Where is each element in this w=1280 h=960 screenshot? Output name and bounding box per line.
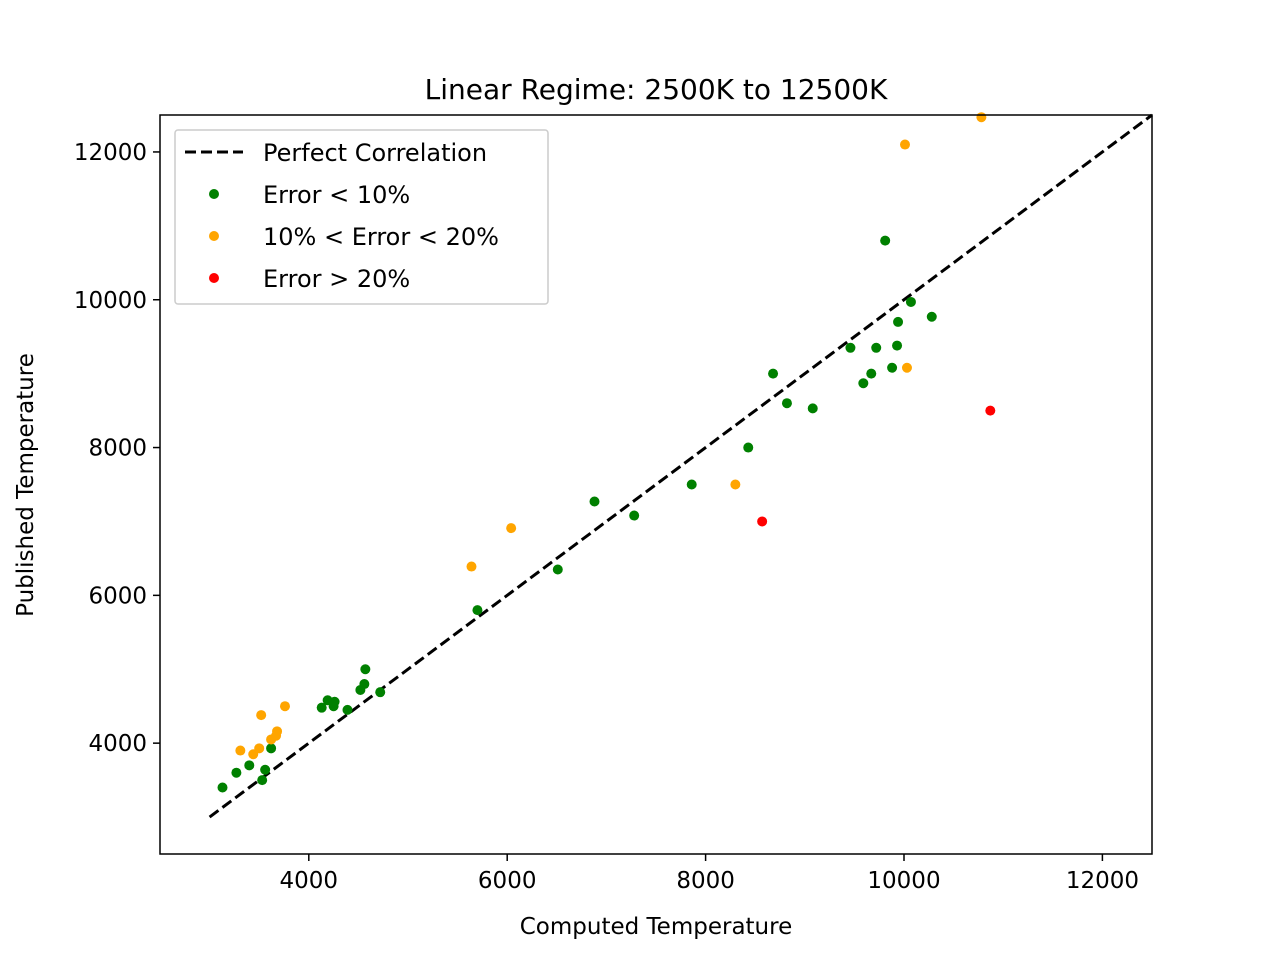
data-point (272, 726, 283, 737)
legend-label-error-over-20: Error > 20% (263, 265, 410, 293)
data-point (976, 112, 987, 123)
data-point (887, 362, 898, 373)
data-point (893, 316, 904, 327)
data-point (926, 311, 937, 322)
data-point (781, 398, 792, 409)
legend-label-error-10-20: 10% < Error < 20% (263, 223, 499, 251)
data-point (466, 561, 477, 572)
perfect-correlation-line (208, 113, 1153, 819)
data-point (375, 687, 386, 698)
data-point (892, 340, 903, 351)
data-point (506, 523, 517, 534)
data-point (807, 403, 818, 414)
data-point (316, 702, 327, 713)
data-point (257, 775, 268, 786)
data-point (629, 510, 640, 521)
data-point (901, 362, 912, 373)
x-axis-label: Computed Temperature (520, 914, 793, 940)
legend-marker-error-under-10 (209, 189, 219, 199)
legend-frame (174, 129, 549, 305)
x-tick-label: 8000 (676, 868, 735, 894)
data-point (342, 704, 353, 715)
legend-marker-error-10-20 (209, 231, 219, 241)
x-tick-label: 12000 (1066, 868, 1139, 894)
data-point (866, 368, 877, 379)
data-point (279, 701, 290, 712)
y-tick-label: 6000 (88, 583, 147, 609)
data-point (768, 368, 779, 379)
data-point (985, 405, 996, 416)
series-1 (235, 112, 987, 760)
series-2 (757, 405, 996, 527)
data-points-layer (217, 112, 996, 793)
data-point (360, 664, 371, 675)
data-point (217, 782, 228, 793)
chart-legend: Perfect Correlation Error < 10% 10% < Er… (174, 129, 549, 305)
data-point (256, 710, 267, 721)
series-0 (217, 235, 937, 793)
x-tick-label: 10000 (867, 868, 940, 894)
data-point (472, 605, 483, 616)
data-point (686, 479, 697, 490)
y-tick-label: 12000 (74, 140, 147, 166)
data-point (743, 442, 754, 453)
data-point (260, 764, 271, 775)
data-point (329, 696, 340, 707)
x-tick-label: 4000 (280, 868, 339, 894)
data-point (254, 743, 265, 754)
data-point (905, 296, 916, 307)
data-point (359, 679, 370, 690)
legend-label-error-under-10: Error < 10% (263, 181, 410, 209)
data-point (552, 564, 563, 575)
x-tick-label: 6000 (478, 868, 537, 894)
data-point (858, 378, 869, 389)
data-point (244, 760, 255, 771)
plot-area-frame (159, 114, 1153, 855)
y-axis-ticks: 4000 6000 8000 10000 12000 (74, 140, 160, 757)
x-axis-ticks: 4000 6000 8000 10000 12000 (280, 854, 1139, 894)
legend-marker-error-over-20 (209, 273, 219, 283)
y-tick-label: 4000 (88, 731, 147, 757)
reference-line-layer (208, 113, 1153, 819)
legend-label-perfect-correlation: Perfect Correlation (263, 139, 487, 167)
y-tick-label: 8000 (88, 436, 147, 462)
data-point (235, 745, 246, 756)
y-tick-label: 10000 (74, 288, 147, 314)
data-point (880, 235, 891, 246)
y-axis-label: Published Temperature (13, 353, 39, 617)
data-point (266, 743, 277, 754)
data-point (871, 342, 882, 353)
data-point (589, 496, 600, 507)
chart-title: Linear Regime: 2500K to 12500K (425, 73, 888, 106)
data-point (899, 139, 910, 150)
data-point (757, 516, 768, 527)
data-point (231, 767, 242, 778)
data-point (845, 342, 856, 353)
data-point (730, 479, 741, 490)
